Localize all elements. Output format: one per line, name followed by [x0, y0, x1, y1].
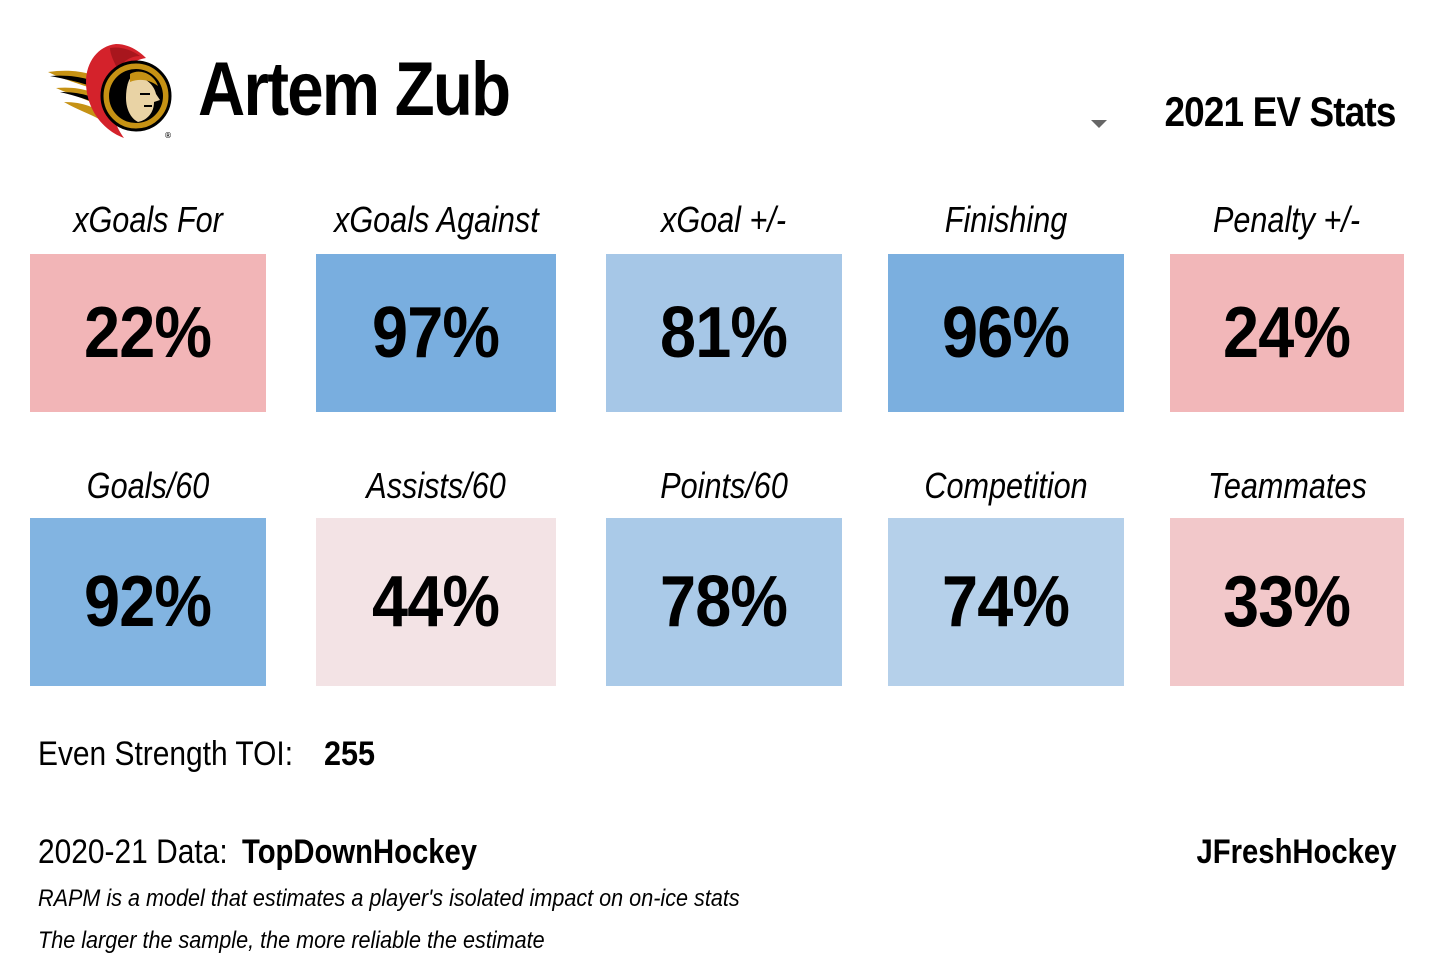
metric-label: Assists/60 — [366, 465, 506, 506]
metric-label: Points/60 — [660, 465, 788, 506]
data-source-value: TopDownHockey — [242, 833, 478, 871]
metric-label: xGoals For — [73, 199, 223, 240]
svg-text:®: ® — [164, 131, 172, 140]
metric-value: 97% — [372, 293, 500, 373]
toi-row: Even Strength TOI: 255 — [38, 732, 375, 776]
metric-label: Teammates — [1207, 465, 1367, 506]
metric-value: 74% — [942, 562, 1070, 642]
metric-tile: 81% — [606, 254, 842, 412]
metric-value: 78% — [660, 562, 788, 642]
data-source-row: 2020-21 Data: TopDownHockey — [38, 830, 477, 874]
metric-tile: 74% — [888, 518, 1124, 686]
toi-label: Even Strength TOI: — [38, 735, 294, 773]
metric-label: xGoal +/- — [661, 199, 787, 240]
metric-value: 44% — [372, 562, 500, 642]
footnote: The larger the sample, the more reliable… — [38, 927, 545, 954]
season-selector[interactable]: 2021 EV Stats — [1091, 88, 1397, 136]
data-source-label: 2020-21 Data: — [38, 833, 228, 871]
metric-tile: 97% — [316, 254, 556, 412]
metric-tile: 33% — [1170, 518, 1404, 686]
metric-label: Finishing — [944, 199, 1068, 240]
metric-tile: 92% — [30, 518, 266, 686]
author-credit: JFreshHockey — [1196, 833, 1396, 871]
metric-label: xGoals Against — [334, 199, 539, 240]
caret-down-icon[interactable] — [1091, 120, 1108, 128]
metric-value: 92% — [84, 562, 212, 642]
metric-tile: 78% — [606, 518, 842, 686]
season-label: 2021 EV Stats — [1164, 88, 1397, 135]
metric-label: Goals/60 — [86, 465, 210, 506]
metric-label: Penalty +/- — [1213, 199, 1361, 240]
metric-tile: 96% — [888, 254, 1124, 412]
metric-label: Competition — [924, 465, 1088, 506]
toi-value: 255 — [324, 735, 376, 773]
player-name: Artem Zub — [198, 47, 511, 132]
footnote: RAPM is a model that estimates a player'… — [38, 885, 740, 912]
metric-value: 96% — [942, 293, 1070, 373]
metric-value: 24% — [1223, 293, 1351, 373]
metric-value: 33% — [1223, 562, 1351, 642]
metric-tile: 22% — [30, 254, 266, 412]
metric-tile: 44% — [316, 518, 556, 686]
metric-value: 22% — [84, 293, 212, 373]
metric-value: 81% — [660, 293, 788, 373]
metric-tile: 24% — [1170, 254, 1404, 412]
ottawa-senators-logo-icon: ® — [48, 44, 172, 140]
